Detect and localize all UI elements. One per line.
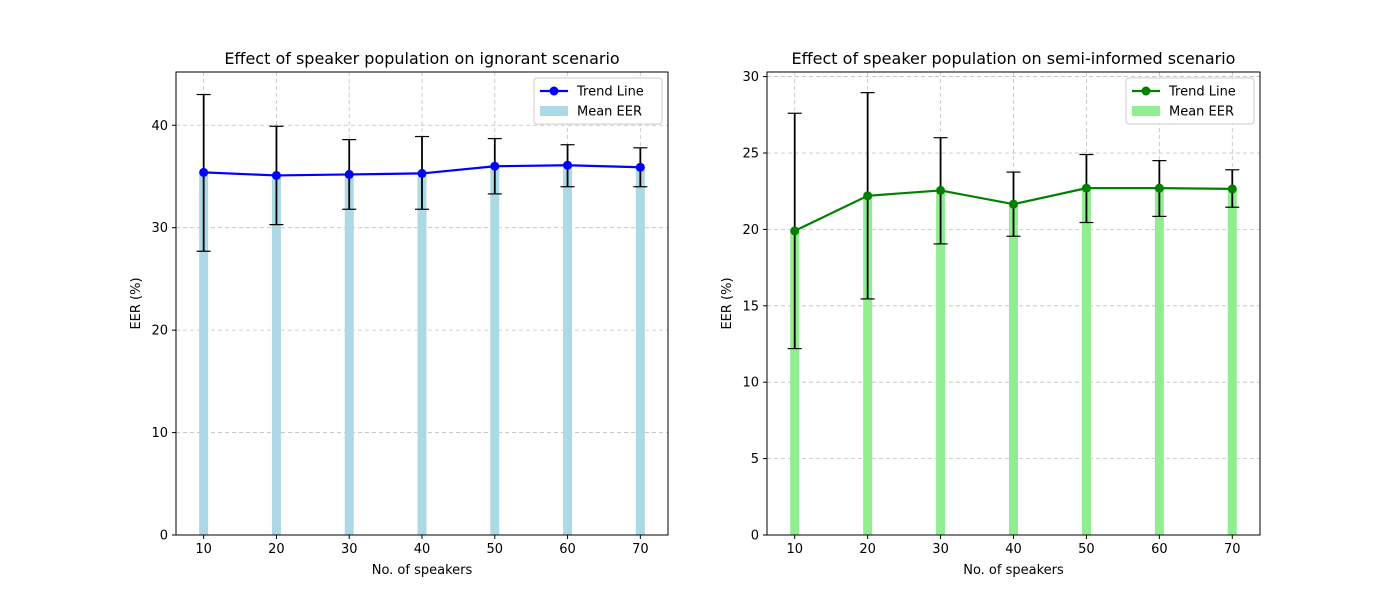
legend-label-trend-line: Trend Line <box>576 85 644 100</box>
y-tick-label: 25 <box>742 146 759 161</box>
legend-bar-swatch <box>540 106 568 116</box>
y-tick-label: 5 <box>751 452 759 467</box>
mean-eer-bar <box>1227 188 1237 535</box>
trend-point <box>1227 184 1237 194</box>
trend-point <box>790 226 800 236</box>
y-tick-label: 0 <box>160 529 168 544</box>
x-axis-label: No. of speakers <box>372 563 473 578</box>
trend-point <box>1009 199 1018 209</box>
mean-eer-bar <box>271 175 281 536</box>
legend: Trend Line Mean EER <box>1125 77 1255 125</box>
trend-point <box>563 160 573 170</box>
mean-eer-bar <box>1009 204 1018 535</box>
mean-eer-bar <box>790 230 800 536</box>
trend-point <box>344 169 354 179</box>
legend-marker-swatch <box>549 86 559 96</box>
x-tick-label: 10 <box>786 542 803 557</box>
y-tick-label: 0 <box>751 529 759 544</box>
x-tick-label: 30 <box>932 542 949 557</box>
legend-label-trend-line: Trend Line <box>1168 85 1236 100</box>
legend-label-mean-eer: Mean EER <box>577 105 642 120</box>
y-axis-label: EER (%) <box>129 277 144 329</box>
trend-point <box>199 167 209 177</box>
x-tick-label: 70 <box>632 542 649 557</box>
mean-eer-bar <box>344 174 354 535</box>
x-tick-label: 30 <box>341 542 358 557</box>
trend-point <box>1154 183 1164 193</box>
legend: Trend Line Mean EER <box>533 77 663 125</box>
y-tick-label: 20 <box>742 223 759 238</box>
y-tick-label: 10 <box>151 426 168 441</box>
legend-bar-swatch <box>1132 106 1160 116</box>
mean-eer-bar <box>417 173 427 535</box>
chart-panel-2: 10 20 30 40 50 60 70 0 5 10 15 20 25 30 Effect of spea… <box>720 49 1261 578</box>
y-tick-label: 30 <box>742 70 759 85</box>
mean-eer-bar <box>1154 188 1164 535</box>
mean-eer-bar <box>1081 188 1091 535</box>
mean-eer-bar <box>490 166 500 535</box>
trend-point <box>417 168 427 178</box>
mean-eer-bar <box>936 190 946 536</box>
trend-point <box>271 170 281 180</box>
x-tick-label: 50 <box>487 542 504 557</box>
mean-eer-bar <box>635 167 645 535</box>
mean-eer-bar <box>863 195 873 535</box>
x-tick-label: 40 <box>414 542 431 557</box>
y-tick-label: 30 <box>151 221 168 236</box>
mean-eer-bar <box>563 165 573 535</box>
chart-panel-1: 10 20 30 40 50 60 70 0 10 20 30 40 Effect of speaker… <box>129 49 669 578</box>
y-tick-label: 10 <box>742 376 759 391</box>
legend-marker-swatch <box>1141 86 1151 96</box>
x-tick-label: 10 <box>195 542 212 557</box>
trend-point <box>863 191 873 201</box>
x-tick-label: 60 <box>1151 542 1168 557</box>
trend-point <box>1081 183 1091 193</box>
x-tick-label: 20 <box>859 542 876 557</box>
chart-title: Effect of speaker population on ignorant… <box>224 49 619 68</box>
x-tick-label: 70 <box>1224 542 1241 557</box>
x-axis-label: No. of speakers <box>963 563 1064 578</box>
x-tick-label: 20 <box>268 542 285 557</box>
x-tick-label: 40 <box>1005 542 1022 557</box>
trend-point <box>635 162 645 172</box>
y-axis-label: EER (%) <box>720 277 735 329</box>
x-tick-label: 50 <box>1078 542 1095 557</box>
x-tick-label: 60 <box>559 542 576 557</box>
y-tick-label: 20 <box>151 324 168 339</box>
y-tick-label: 40 <box>151 119 168 134</box>
y-tick-label: 15 <box>742 299 759 314</box>
legend-label-mean-eer: Mean EER <box>1169 105 1234 120</box>
mean-eer-bar <box>199 172 209 535</box>
trend-point <box>490 161 500 171</box>
trend-point <box>936 185 946 195</box>
chart-title: Effect of speaker population on semi-inf… <box>792 49 1236 68</box>
